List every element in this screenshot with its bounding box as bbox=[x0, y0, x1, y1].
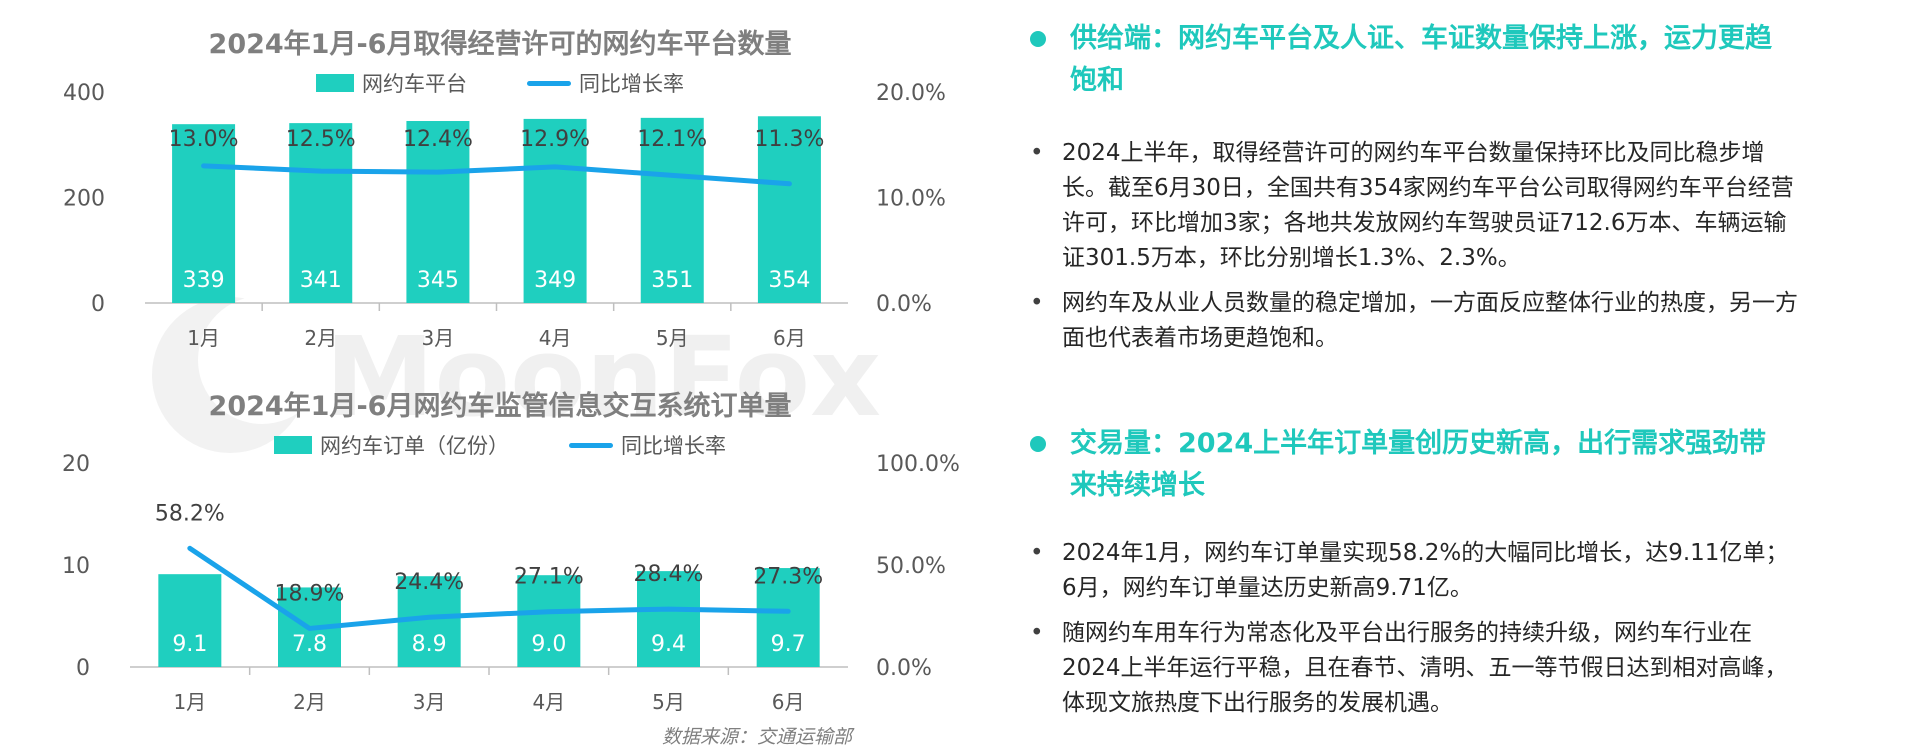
chart1-x-tick: 5月 bbox=[656, 326, 689, 350]
chart2-bar bbox=[637, 571, 700, 667]
chart1-plot: 400 200 0 20.0% 10.0% 0.0% 339 1月 341 2月 345 3月 349 4… bbox=[63, 81, 946, 350]
section2-bullet-dot bbox=[1030, 436, 1046, 452]
chart2-y2-tick: 0.0% bbox=[876, 656, 932, 681]
chart1-y2-tick: 20.0% bbox=[876, 81, 946, 106]
chart2-title: 2024年1月-6月网约车监管信息交互系统订单量 bbox=[208, 391, 792, 422]
chart1-line-label: 12.5% bbox=[286, 127, 356, 152]
chart2-y2-tick: 50.0% bbox=[876, 554, 946, 579]
chart1-legend-bar-label: 网约车平台 bbox=[362, 72, 467, 96]
chart2-line-label: 28.4% bbox=[634, 562, 704, 587]
chart2-line-label: 24.4% bbox=[394, 570, 464, 595]
chart1-bar-label: 354 bbox=[768, 268, 810, 293]
section2-heading: 交易量：2024上半年订单量创历史新高，出行需求强劲带来持续增长 bbox=[1030, 423, 1790, 507]
chart1-y-tick: 200 bbox=[63, 187, 105, 212]
chart2-bar-label: 7.8 bbox=[292, 632, 327, 657]
section1-heading-text: 供给端：网约车平台及人证、车证数量保持上涨，运力更趋饱和 bbox=[1070, 23, 1772, 96]
chart2-x-tick: 4月 bbox=[532, 690, 565, 714]
chart2-y-tick: 20 bbox=[62, 452, 90, 477]
chart1-y-tick: 0 bbox=[91, 292, 105, 317]
section2-bullet-2: 随网约车用车行为常态化及平台出行服务的持续升级，网约车行业在2024上半年运行平… bbox=[1030, 616, 1802, 721]
chart2-bar bbox=[756, 568, 820, 667]
chart1-bar bbox=[289, 123, 353, 303]
section1-bullet-dot bbox=[1030, 31, 1046, 47]
chart1-line-label: 12.9% bbox=[520, 127, 590, 152]
section1-bullets: 2024上半年，取得经营许可的网约车平台数量保持环比及同比稳步增长。截至6月30… bbox=[1030, 136, 1890, 366]
chart2-legend-bar-swatch bbox=[274, 436, 312, 454]
chart1-bar bbox=[523, 118, 587, 303]
chart2-bar-label: 9.0 bbox=[531, 632, 566, 657]
chart1-x-tick: 3月 bbox=[422, 326, 455, 350]
chart1-line-series bbox=[201, 163, 792, 187]
chart1-line-label: 13.0% bbox=[169, 127, 239, 152]
chart1-bar-label: 341 bbox=[300, 268, 342, 293]
chart1-bar bbox=[757, 116, 821, 303]
chart2-x-tick: 5月 bbox=[652, 690, 685, 714]
section1-bullet-2: 网约车及从业人员数量的稳定增加，一方面反应整体行业的热度，另一方面也代表着市场更… bbox=[1030, 286, 1802, 356]
chart2-line-series bbox=[187, 545, 791, 631]
chart2-legend: 网约车订单（亿份） 同比增长率 bbox=[0, 430, 1000, 460]
data-source: 数据来源：交通运输部 bbox=[662, 726, 853, 748]
chart1-y-tick: 400 bbox=[63, 81, 105, 106]
chart2-x-tick: 1月 bbox=[173, 690, 206, 714]
chart1-x-tick: 4月 bbox=[539, 326, 572, 350]
chart1-legend-line-label: 同比增长率 bbox=[579, 72, 684, 96]
chart1-bar bbox=[172, 124, 236, 304]
chart2-bar-label: 9.7 bbox=[771, 632, 806, 657]
chart1-line-label: 11.3% bbox=[754, 127, 824, 152]
chart1-x-tick: 6月 bbox=[773, 326, 806, 350]
chart2-legend-line-swatch bbox=[569, 442, 613, 448]
chart1-bar-label: 345 bbox=[417, 268, 459, 293]
section2-heading-text: 交易量：2024上半年订单量创历史新高，出行需求强劲带来持续增长 bbox=[1070, 428, 1767, 501]
chart2-legend-line: 同比增长率 bbox=[569, 430, 726, 460]
chart1-legend-line-swatch bbox=[527, 80, 571, 86]
chart1-legend-bar: 网约车平台 bbox=[316, 68, 467, 98]
section1-heading: 供给端：网约车平台及人证、车证数量保持上涨，运力更趋饱和 bbox=[1030, 18, 1790, 102]
section1-bullet-1: 2024上半年，取得经营许可的网约车平台数量保持环比及同比稳步增长。截至6月30… bbox=[1030, 136, 1802, 276]
chart2-y-tick: 0 bbox=[76, 656, 90, 681]
chart1-legend-line: 同比增长率 bbox=[527, 68, 684, 98]
chart1-bar-label: 339 bbox=[183, 268, 225, 293]
chart1-line-label: 12.1% bbox=[637, 127, 707, 152]
chart1-bar bbox=[640, 117, 704, 303]
chart2-x-tick: 6月 bbox=[772, 690, 805, 714]
chart2-x-tick: 3月 bbox=[413, 690, 446, 714]
chart2-legend-bar: 网约车订单（亿份） bbox=[274, 430, 509, 460]
chart1-bar bbox=[406, 121, 470, 303]
chart2-bar-label: 9.1 bbox=[172, 632, 207, 657]
chart1-legend-bar-swatch bbox=[316, 74, 354, 92]
chart1-legend: 网约车平台 同比增长率 bbox=[0, 68, 1000, 98]
chart2-bar-label: 8.9 bbox=[412, 632, 447, 657]
chart2-y2-tick: 100.0% bbox=[876, 452, 960, 477]
chart1-x-tick: 1月 bbox=[187, 326, 220, 350]
section2-bullets: 2024年1月，网约车订单量实现58.2%的大幅同比增长，达9.11亿单；6月，… bbox=[1030, 536, 1890, 731]
chart1-title: 2024年1月-6月取得经营许可的网约车平台数量 bbox=[208, 29, 792, 60]
chart2-y-tick: 10 bbox=[62, 554, 90, 579]
chart2-bar bbox=[517, 575, 581, 667]
chart1-y2-tick: 10.0% bbox=[876, 187, 946, 212]
section2-bullet-1: 2024年1月，网约车订单量实现58.2%的大幅同比增长，达9.11亿单；6月，… bbox=[1030, 536, 1802, 606]
chart2-x-tick: 2月 bbox=[293, 690, 326, 714]
chart1-y2-tick: 0.0% bbox=[876, 292, 932, 317]
chart1-bar-label: 349 bbox=[534, 268, 576, 293]
chart2-legend-bar-label: 网约车订单（亿份） bbox=[320, 434, 509, 458]
chart2-bar-label: 9.4 bbox=[651, 632, 686, 657]
chart2-legend-line-label: 同比增长率 bbox=[621, 434, 726, 458]
chart2-line-label: 58.2% bbox=[155, 501, 225, 526]
chart2-line-label: 27.3% bbox=[753, 564, 823, 589]
chart2-bar bbox=[158, 574, 222, 667]
chart1-x-tick: 2月 bbox=[304, 326, 337, 350]
chart1-bar-label: 351 bbox=[651, 268, 693, 293]
chart1-line-label: 12.4% bbox=[403, 127, 473, 152]
chart2-line-label: 27.1% bbox=[514, 565, 584, 590]
chart2-line-label: 18.9% bbox=[275, 581, 345, 606]
chart2-plot: 20 10 0 100.0% 50.0% 0.0% 9.1 1月 7.8 2月 8.9 3月 9.0 4月… bbox=[62, 452, 960, 714]
